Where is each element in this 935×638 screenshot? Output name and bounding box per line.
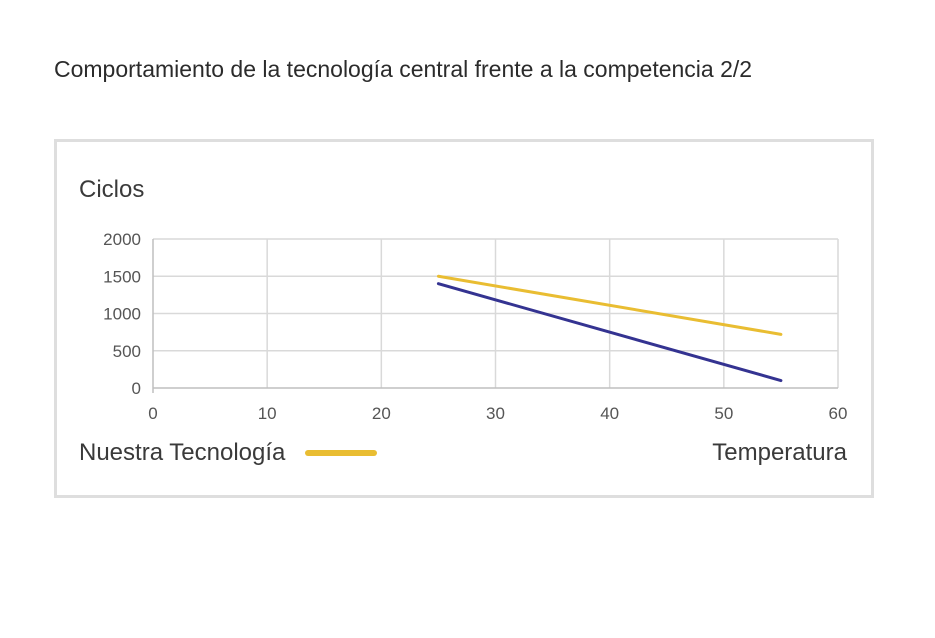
axes <box>152 239 838 393</box>
y-tick-label: 1000 <box>103 305 141 324</box>
series-line-1 <box>436 282 783 383</box>
x-tick-label: 60 <box>829 404 848 423</box>
legend-swatch <box>305 450 378 456</box>
x-tick-label: 0 <box>148 404 157 423</box>
x-axis-label: Temperatura <box>712 439 847 466</box>
tick-labels: 0 500 1000 1500 2000 0 10 20 30 40 50 60 <box>103 230 847 423</box>
y-tick-label: 1500 <box>103 267 141 286</box>
page-title: Comportamiento de la tecnología central … <box>54 56 753 82</box>
y-tick-label: 2000 <box>103 230 141 249</box>
x-tick-label: 30 <box>486 404 505 423</box>
x-tick-label: 20 <box>372 404 391 423</box>
chart-card <box>54 139 874 498</box>
series-lines <box>436 274 783 383</box>
x-tick-label: 50 <box>714 404 733 423</box>
x-tick-label: 10 <box>258 404 277 423</box>
grid-lines <box>153 238 839 388</box>
y-tick-label: 500 <box>113 342 141 361</box>
y-axis-label: Ciclos <box>79 176 145 203</box>
x-tick-label: 40 <box>600 404 619 423</box>
series-line-0 <box>436 274 783 336</box>
legend: Nuestra Tecnología <box>79 439 378 467</box>
legend-label: Nuestra Tecnología <box>79 439 286 466</box>
y-tick-label: 0 <box>132 379 141 398</box>
